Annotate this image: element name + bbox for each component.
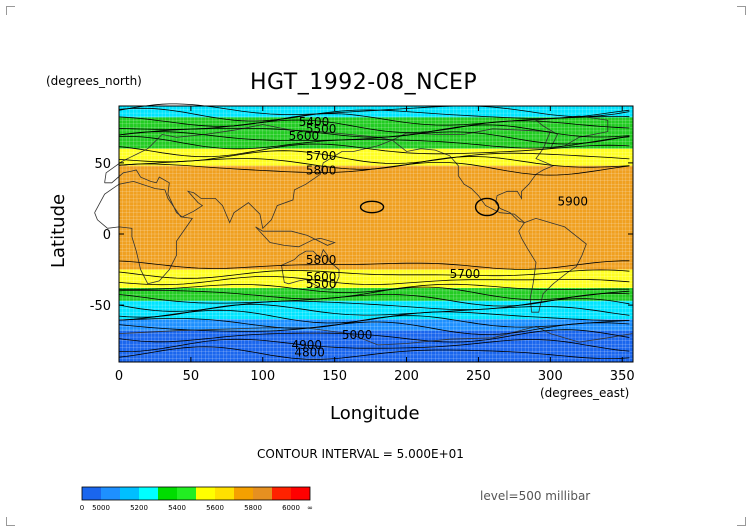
y-tick-label: 0	[103, 228, 111, 243]
corner-mark-bottom-left	[6, 517, 15, 526]
contour-line	[118, 329, 630, 343]
contour-line	[118, 286, 630, 301]
contour-label-10: 5000	[342, 328, 373, 342]
contour-line	[118, 346, 630, 360]
corner-mark-bottom-right	[737, 517, 746, 526]
contour-line	[118, 113, 630, 127]
x-tick-label: 50	[183, 369, 200, 384]
colorbar-swatch	[82, 487, 101, 500]
colorbar-tick-label: 0	[80, 504, 84, 512]
band-0	[119, 106, 633, 118]
contour-line	[118, 276, 630, 286]
colorbar-swatch	[253, 487, 272, 500]
x-tick-label: 0	[115, 369, 123, 384]
contour-line	[118, 143, 630, 158]
contour-labels: 5400550056005700580059005800560055005700…	[289, 115, 588, 359]
band-4	[119, 269, 633, 289]
contour-label-1: 5500	[306, 122, 337, 136]
colorbar-swatch	[177, 487, 196, 500]
coast-australia	[281, 248, 340, 290]
colorbar-swatch	[158, 487, 177, 500]
colorbar-swatch	[120, 487, 139, 500]
corner-mark-top-right	[737, 6, 746, 15]
contour-label-6: 5800	[306, 253, 337, 267]
colorbar-frame	[81, 486, 311, 501]
x-tick-label: 150	[322, 369, 347, 384]
colorbar-tick-label: 5200	[130, 504, 148, 512]
contour-line	[118, 260, 630, 270]
coast-africa	[94, 180, 194, 285]
contour-line	[118, 131, 630, 145]
coast-indonesia	[255, 226, 336, 248]
colorbar-tick-label: 5600	[206, 504, 224, 512]
chart-title: HGT_1992-08_NCEP	[250, 70, 478, 95]
x-tick-label: 350	[610, 369, 635, 384]
contour-label-9: 5700	[450, 267, 481, 281]
y-tick-label: -50	[90, 299, 111, 314]
contour-label-5: 5900	[558, 195, 589, 209]
level-note: level=500 millibar	[480, 489, 591, 503]
band-3	[119, 165, 633, 270]
colorbar: 0 5000 5200 5400 5600 5800 6000 ∞	[80, 486, 313, 512]
band-8	[119, 330, 633, 362]
colorbar-swatch	[139, 487, 158, 500]
x-axis-label: Longitude	[330, 403, 420, 424]
contour-lines	[118, 103, 630, 360]
contour-line	[118, 304, 630, 318]
band-2	[119, 148, 633, 166]
contour-line	[118, 338, 630, 353]
contour-label-4: 5800	[306, 163, 337, 177]
x-axis-units: (degrees_east)	[540, 386, 630, 400]
coast-antarctica	[118, 325, 633, 346]
corner-mark-top-left	[6, 6, 15, 15]
contour-line	[119, 283, 630, 293]
coast-north-america	[391, 128, 555, 223]
y-axis: -50 0 50	[90, 157, 633, 314]
contour-line	[118, 321, 630, 335]
contour-closed-1	[474, 197, 500, 217]
coastlines	[94, 115, 633, 346]
contour-label-12: 4800	[294, 345, 325, 359]
contour-label-8: 5500	[306, 277, 337, 291]
contour-line	[118, 124, 630, 138]
y-axis-label: Latitude	[48, 193, 69, 268]
colorbar-tick-label: 6000	[282, 504, 300, 512]
colorbar-swatch	[272, 487, 291, 500]
contour-line	[118, 309, 630, 324]
contour-label-0: 5400	[299, 115, 330, 129]
x-tick-label: 100	[250, 369, 275, 384]
coast-south-america	[518, 217, 587, 313]
contour-line	[118, 269, 630, 279]
contour-line	[118, 315, 630, 329]
contour-label-11: 4900	[292, 338, 323, 352]
contour-interval-note: CONTOUR INTERVAL = 5.000E+01	[257, 447, 464, 461]
contour-label-3: 5700	[306, 149, 337, 163]
contour-label-7: 5600	[306, 270, 337, 284]
x-tick-label: 300	[538, 369, 563, 384]
x-tick-label: 200	[394, 369, 419, 384]
band-7	[119, 319, 633, 331]
contour-line	[118, 135, 630, 150]
colorbar-swatch	[196, 487, 215, 500]
x-axis: 0 50 100 150 200 250 300 350	[115, 106, 635, 384]
colorbar-tick-label: 5400	[168, 504, 186, 512]
colorbar-tick-label: ∞	[307, 504, 313, 512]
contour-label-2: 5600	[289, 129, 320, 143]
colorbar-swatch	[234, 487, 253, 500]
y-tick-label: 50	[94, 157, 111, 172]
contour-line	[118, 292, 630, 307]
contour-line	[118, 162, 630, 176]
colorbar-swatch	[101, 487, 120, 500]
colorbar-tick-label: 5000	[92, 504, 110, 512]
contour-closed-0	[359, 200, 385, 214]
coast-greenland	[534, 115, 609, 150]
colorbar-swatch	[215, 487, 234, 500]
colorbar-swatch	[291, 487, 310, 500]
x-tick-label: 250	[466, 369, 491, 384]
y-axis-units: (degrees_north)	[46, 74, 142, 88]
colorbar-tick-label: 5800	[244, 504, 262, 512]
coast-eurasia	[104, 124, 394, 230]
